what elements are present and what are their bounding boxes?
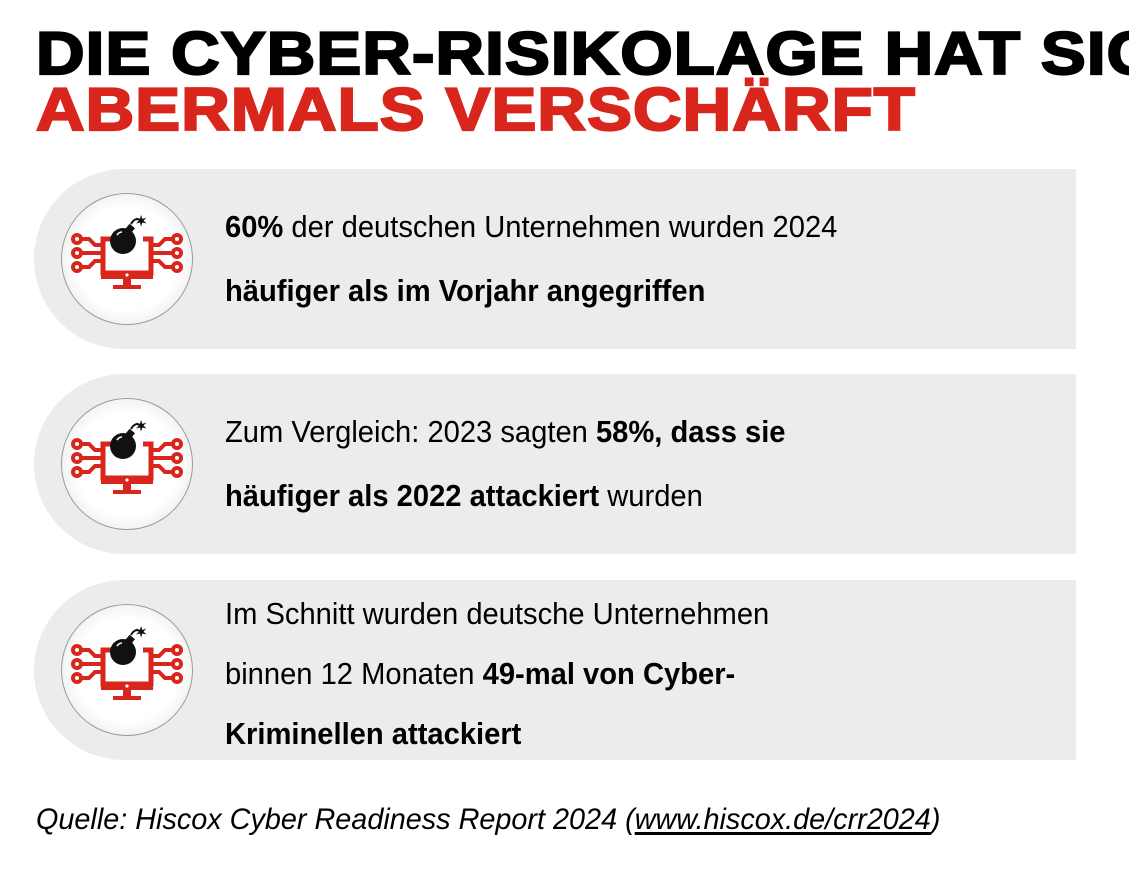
fact-3-highlight: 49-mal von Cyber-: [482, 656, 736, 691]
computer-bomb-icon: [61, 193, 193, 325]
computer-bomb-icon: [61, 398, 193, 530]
fact-3-line-2: binnen 12 Monaten 49-mal von Cyber-: [225, 644, 1006, 704]
fact-text-2: Zum Vergleich: 2023 sagten 58%, dass sie…: [225, 400, 1006, 528]
fact-2-highlight: 58%, dass sie: [595, 414, 786, 449]
title-line-2-highlight: ABERMALS VERSCHÄRFT: [35, 76, 916, 143]
fact-panel-2: Zum Vergleich: 2023 sagten 58%, dass sie…: [34, 374, 1076, 554]
fact-1-highlight: 60%: [225, 209, 284, 244]
source-link[interactable]: www.hiscox.de/crr2024: [634, 803, 931, 836]
fact-2-highlight: häufiger als 2022 attackiert: [225, 478, 600, 513]
fact-3-text: binnen 12 Monaten: [225, 656, 483, 691]
fact-1-text: der deutschen Unternehmen wurden 2024: [283, 209, 838, 244]
fact-panel-1: 60% der deutschen Unternehmen wurden 202…: [34, 169, 1076, 349]
fact-3-line-1: Im Schnitt wurden deutsche Unternehmen: [225, 584, 1006, 644]
computer-bomb-icon: [61, 604, 193, 736]
fact-2-text: Zum Vergleich: 2023 sagten: [225, 414, 596, 449]
fact-2-line-2: häufiger als 2022 attackiert wurden: [225, 464, 1006, 528]
fact-3-line-3: Kriminellen attackiert: [225, 704, 1006, 764]
fact-3-highlight: Kriminellen attackiert: [225, 716, 522, 751]
fact-2-text: wurden: [599, 478, 703, 513]
fact-text-1: 60% der deutschen Unternehmen wurden 202…: [225, 195, 1006, 323]
fact-3-text: Im Schnitt wurden deutsche Unternehmen: [225, 596, 770, 631]
fact-2-line-1: Zum Vergleich: 2023 sagten 58%, dass sie: [225, 400, 1006, 464]
fact-text-3: Im Schnitt wurden deutsche Unternehmen b…: [225, 584, 1006, 764]
source-suffix: ): [930, 803, 941, 836]
source-prefix: Quelle: Hiscox Cyber Readiness Report 20…: [36, 803, 635, 836]
fact-1-line-2: häufiger als im Vorjahr angegriffen: [225, 259, 1006, 323]
fact-panel-3: Im Schnitt wurden deutsche Unternehmen b…: [34, 580, 1076, 760]
fact-1-highlight: häufiger als im Vorjahr angegriffen: [225, 273, 706, 308]
fact-1-line-1: 60% der deutschen Unternehmen wurden 202…: [225, 195, 1006, 259]
title-line-1: DIE CYBER-RISIKOLAGE HAT SICH: [35, 20, 1129, 87]
source-citation: Quelle: Hiscox Cyber Readiness Report 20…: [36, 802, 940, 838]
